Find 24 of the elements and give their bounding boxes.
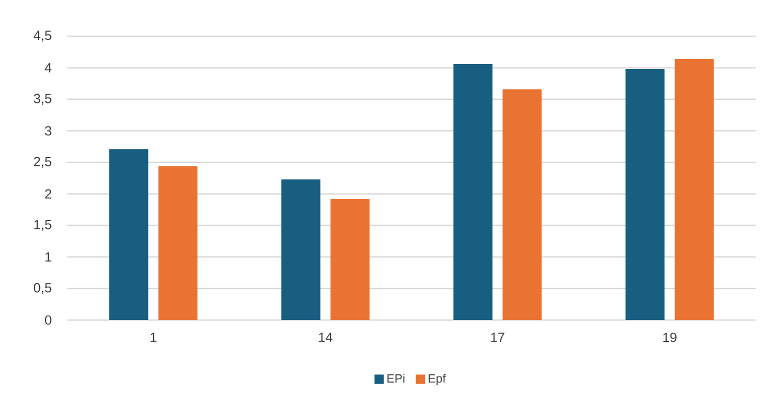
x-tick-label: 1 bbox=[150, 332, 156, 342]
y-tick-label: 0 bbox=[44, 315, 52, 325]
y-tick-label: 4 bbox=[44, 63, 52, 72]
legend-label: EPi bbox=[387, 374, 404, 382]
bar bbox=[626, 68, 665, 320]
y-tick-label: 3,5 bbox=[34, 94, 52, 105]
y-tick-label: 2,5 bbox=[34, 156, 52, 168]
bar bbox=[158, 166, 198, 320]
bar bbox=[502, 89, 542, 320]
y-tick-label: 1 bbox=[45, 252, 52, 262]
y-tick-label: 3 bbox=[44, 126, 52, 136]
legend-label: Epf bbox=[428, 374, 446, 385]
x-tick-label: 14 bbox=[319, 332, 332, 342]
bar bbox=[330, 198, 370, 320]
y-tick-label: 0,5 bbox=[34, 282, 52, 294]
x-tick-label: 17 bbox=[491, 332, 504, 342]
bar bbox=[109, 149, 148, 320]
y-tick-label: 4,5 bbox=[34, 30, 52, 42]
y-tick-label: 1,5 bbox=[34, 220, 52, 231]
bar bbox=[674, 58, 714, 320]
bar bbox=[453, 64, 492, 320]
y-tick-label: 2 bbox=[45, 189, 52, 198]
bar bbox=[281, 179, 320, 320]
x-tick-label: 19 bbox=[663, 332, 676, 342]
